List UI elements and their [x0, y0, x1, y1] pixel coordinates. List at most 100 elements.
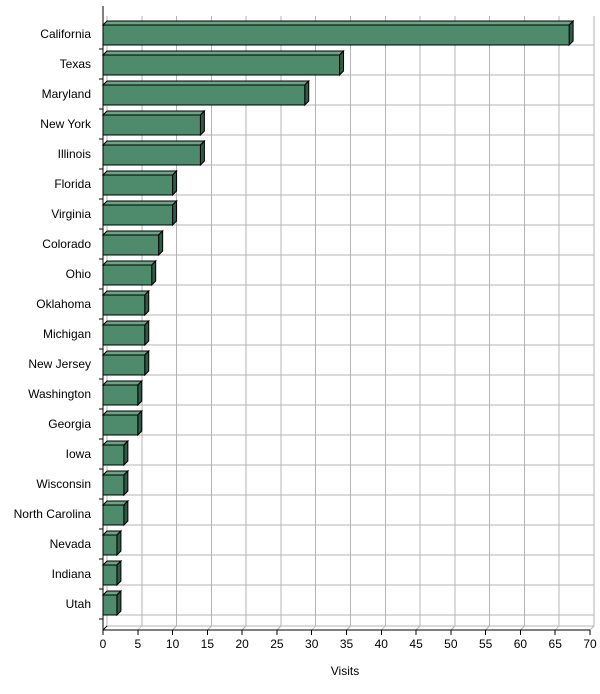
bar-side-face [116, 529, 122, 557]
bar-front-face [102, 414, 139, 436]
category-label: Maryland [42, 87, 91, 101]
bar-top-face [101, 320, 150, 326]
category-labels: California Texas Maryland New York Illinois F… [14, 27, 92, 611]
bar [101, 499, 130, 527]
x-axis-title: Visits [331, 664, 359, 678]
floor-gridline [276, 625, 282, 631]
bar-side-face [123, 439, 129, 467]
x-tick-label: 25 [270, 637, 284, 651]
bar-top-face [101, 410, 143, 416]
bar-top-face [101, 140, 206, 146]
bar-top-face [101, 230, 164, 236]
bar [101, 259, 157, 287]
floor-gridline [207, 625, 212, 631]
category-label: Ohio [66, 267, 92, 281]
category-label: Illinois [58, 147, 91, 161]
bar-front-face [102, 474, 125, 496]
bar-front-face [102, 84, 306, 106]
bar-side-face [116, 589, 122, 617]
x-tick-label: 10 [166, 637, 180, 651]
category-label: Wisconsin [36, 477, 91, 491]
bar-side-face [123, 469, 129, 497]
bar-top-face [101, 170, 178, 176]
category-label: Indiana [52, 567, 92, 581]
bar-front-face [102, 174, 174, 196]
bar [101, 379, 143, 407]
floor-gridline [172, 625, 177, 631]
bar [101, 319, 150, 347]
x-tick-label: 35 [340, 637, 354, 651]
bar-front-face [102, 264, 153, 286]
floor-gridline [485, 625, 490, 631]
bar-top-face [101, 20, 575, 26]
category-label: Utah [66, 597, 91, 611]
bar-top-face [101, 50, 345, 56]
bar-front-face [102, 594, 118, 616]
bar-front-face [102, 294, 146, 316]
bar [101, 139, 206, 167]
category-label: Michigan [43, 327, 91, 341]
bar-top-face [101, 380, 143, 386]
x-tick-label: 5 [134, 637, 141, 651]
x-tick-label: 70 [583, 637, 597, 651]
category-label: New Jersey [28, 357, 91, 371]
x-tick-label: 40 [375, 637, 389, 651]
bar [101, 469, 130, 497]
bar [101, 529, 123, 557]
floor-gridline [137, 625, 143, 631]
category-label: Iowa [66, 447, 92, 461]
floor-gridline [241, 625, 247, 631]
bar-side-face [158, 229, 164, 257]
bar-front-face [102, 504, 125, 526]
bar-front-face [102, 564, 118, 586]
bar-top-face [101, 80, 310, 86]
bar-side-face [304, 79, 310, 107]
category-label: North Carolina [14, 507, 92, 521]
category-label: California [40, 27, 91, 41]
bars [101, 19, 575, 617]
category-label: Oklahoma [36, 297, 91, 311]
bar [101, 109, 206, 137]
category-label: Texas [60, 57, 91, 71]
bar-side-face [144, 319, 150, 347]
bar-front-face [102, 204, 174, 226]
x-tick-labels: 0 5 10 15 20 25 30 35 40 45 50 55 60 65 70 [100, 637, 597, 651]
bar-top-face [101, 260, 157, 266]
bar-front-face [102, 114, 201, 136]
bar [101, 169, 178, 197]
category-label: Florida [54, 177, 91, 191]
x-tick-label: 30 [305, 637, 319, 651]
bar-side-face [123, 499, 129, 527]
x-tick-label: 0 [100, 637, 107, 651]
bar-side-face [172, 199, 178, 227]
bar [101, 589, 123, 617]
bar-side-face [568, 19, 574, 47]
x-tick-label: 20 [235, 637, 249, 651]
floor-gridline [346, 625, 351, 631]
bar-front-face [102, 324, 146, 346]
gridlines [102, 16, 595, 631]
floor-gridline [554, 625, 560, 631]
floor-gridline [450, 625, 456, 631]
bar-front-face [102, 384, 139, 406]
bar-side-face [144, 289, 150, 317]
floor-gridline [311, 625, 317, 631]
floor-gridline [415, 625, 421, 631]
bar [101, 439, 130, 467]
category-label: New York [40, 117, 92, 131]
bar [101, 289, 150, 317]
x-tick-label: 60 [514, 637, 528, 651]
bar-front-face [102, 534, 118, 556]
bar [101, 199, 178, 227]
bar-side-face [137, 379, 143, 407]
floor-gridline [589, 625, 595, 631]
bar-side-face [172, 169, 178, 197]
bar-top-face [101, 110, 206, 116]
bar-side-face [339, 49, 345, 77]
bar-front-face [102, 54, 341, 76]
axes [99, 6, 591, 635]
bar-top-face [101, 350, 150, 356]
bar-side-face [116, 559, 122, 587]
bar-top-face [101, 200, 178, 206]
